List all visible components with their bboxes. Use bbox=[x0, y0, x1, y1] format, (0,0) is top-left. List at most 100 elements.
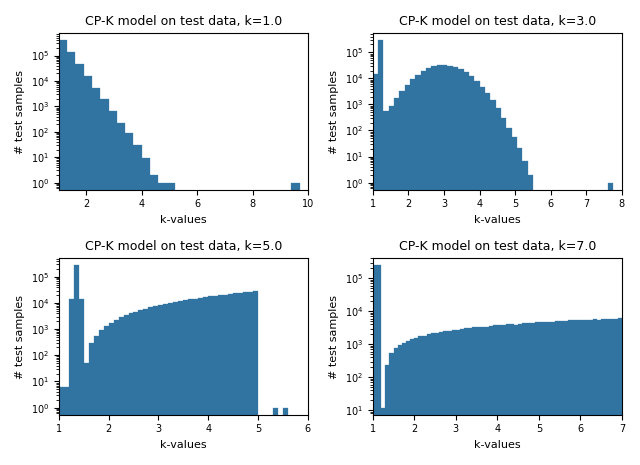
Bar bbox=[431, 333, 435, 465]
Bar bbox=[228, 294, 233, 465]
Bar bbox=[547, 322, 551, 465]
Bar bbox=[497, 325, 502, 465]
Bar bbox=[76, 64, 84, 465]
Bar bbox=[109, 112, 117, 465]
Bar bbox=[117, 123, 125, 465]
Bar bbox=[406, 341, 410, 465]
Title: CP-K model on test data, k=7.0: CP-K model on test data, k=7.0 bbox=[399, 240, 596, 253]
Bar bbox=[442, 65, 447, 465]
Bar bbox=[394, 98, 399, 465]
Title: CP-K model on test data, k=1.0: CP-K model on test data, k=1.0 bbox=[84, 15, 282, 28]
Bar bbox=[485, 93, 490, 465]
Bar bbox=[223, 294, 228, 465]
Bar bbox=[618, 318, 622, 465]
Bar bbox=[109, 323, 113, 465]
Bar bbox=[534, 322, 539, 465]
Bar bbox=[539, 322, 543, 465]
Bar bbox=[551, 322, 556, 465]
Bar bbox=[456, 330, 460, 465]
Bar bbox=[477, 327, 481, 465]
Bar bbox=[383, 111, 388, 465]
Bar bbox=[444, 331, 447, 465]
X-axis label: k-values: k-values bbox=[474, 215, 520, 225]
Y-axis label: # test samples: # test samples bbox=[15, 294, 25, 379]
Bar bbox=[564, 321, 568, 465]
Bar bbox=[576, 320, 580, 465]
Bar bbox=[159, 305, 163, 465]
Bar bbox=[502, 325, 506, 465]
Bar bbox=[469, 76, 474, 465]
Bar bbox=[148, 307, 154, 465]
Bar bbox=[372, 266, 377, 465]
Bar bbox=[291, 183, 300, 465]
Bar bbox=[460, 329, 464, 465]
Bar bbox=[372, 74, 378, 465]
Bar bbox=[589, 320, 593, 465]
Y-axis label: # test samples: # test samples bbox=[329, 294, 339, 379]
Bar bbox=[607, 183, 613, 465]
X-axis label: k-values: k-values bbox=[160, 440, 207, 450]
Bar bbox=[389, 353, 394, 465]
Y-axis label: # test samples: # test samples bbox=[15, 70, 25, 153]
Bar bbox=[495, 108, 501, 465]
Bar bbox=[593, 319, 597, 465]
Bar bbox=[511, 137, 517, 465]
Y-axis label: # test samples: # test samples bbox=[329, 70, 339, 153]
Title: CP-K model on test data, k=5.0: CP-K model on test data, k=5.0 bbox=[84, 240, 282, 253]
Bar bbox=[426, 68, 431, 465]
Bar bbox=[113, 320, 118, 465]
Bar bbox=[193, 299, 198, 465]
Bar bbox=[129, 313, 134, 465]
Bar bbox=[124, 315, 129, 465]
Bar bbox=[150, 175, 159, 465]
Bar bbox=[377, 266, 381, 465]
Bar bbox=[518, 324, 522, 465]
Bar bbox=[243, 292, 248, 465]
Bar bbox=[233, 293, 238, 465]
Bar bbox=[84, 363, 89, 465]
Bar bbox=[458, 69, 463, 465]
Bar bbox=[437, 65, 442, 465]
Bar bbox=[527, 175, 533, 465]
Bar bbox=[253, 291, 258, 465]
Bar bbox=[526, 323, 531, 465]
Bar bbox=[489, 326, 493, 465]
Bar bbox=[584, 319, 589, 465]
Bar bbox=[134, 312, 138, 465]
Bar bbox=[568, 320, 572, 465]
Bar bbox=[273, 408, 278, 465]
Bar bbox=[501, 118, 506, 465]
Bar bbox=[168, 303, 173, 465]
X-axis label: k-values: k-values bbox=[474, 440, 520, 450]
Bar bbox=[580, 320, 584, 465]
Bar bbox=[506, 128, 511, 465]
Bar bbox=[134, 146, 142, 465]
Bar bbox=[543, 322, 547, 465]
Bar bbox=[188, 299, 193, 465]
Bar bbox=[59, 387, 64, 465]
Bar bbox=[142, 159, 150, 465]
Bar bbox=[614, 319, 618, 465]
Bar bbox=[435, 333, 439, 465]
Bar bbox=[414, 338, 419, 465]
Bar bbox=[464, 328, 468, 465]
Bar bbox=[283, 408, 288, 465]
Bar bbox=[421, 71, 426, 465]
Bar bbox=[79, 299, 84, 465]
Bar bbox=[402, 343, 406, 465]
Bar bbox=[410, 80, 415, 465]
Bar bbox=[490, 100, 495, 465]
Bar bbox=[572, 320, 576, 465]
Bar bbox=[154, 306, 159, 465]
Bar bbox=[522, 323, 526, 465]
Bar bbox=[605, 319, 609, 465]
Bar bbox=[404, 85, 410, 465]
Bar bbox=[609, 319, 614, 465]
Bar bbox=[506, 324, 510, 465]
Bar bbox=[422, 336, 427, 465]
Bar bbox=[410, 339, 414, 465]
Bar bbox=[104, 326, 109, 465]
Bar bbox=[388, 106, 394, 465]
Bar bbox=[92, 88, 100, 465]
Bar bbox=[143, 309, 148, 465]
